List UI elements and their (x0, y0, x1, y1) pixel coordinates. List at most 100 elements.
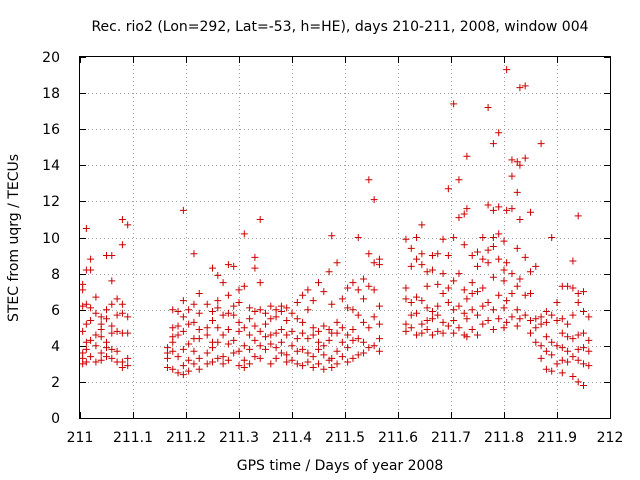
data-point (277, 326, 285, 334)
data-point (354, 286, 362, 294)
data-point (320, 351, 328, 359)
data-point (230, 302, 238, 310)
data-point (418, 221, 426, 229)
data-point (179, 345, 187, 353)
x-tick-labels: 211 211.1 211.2 211.3 211.4 211.5 211.6 211.7 21… (67, 430, 624, 446)
data-point (338, 295, 346, 303)
data-point (450, 306, 458, 314)
data-point (190, 360, 198, 368)
data-point (360, 275, 368, 283)
data-point (79, 302, 87, 310)
data-point (402, 327, 410, 335)
data-point (375, 335, 383, 343)
data-point (402, 320, 410, 328)
data-point (92, 293, 100, 301)
grid (80, 57, 610, 418)
data-point (423, 304, 431, 312)
data-point (235, 347, 243, 355)
data-point (272, 306, 280, 314)
data-point (256, 342, 264, 350)
data-point (179, 297, 187, 305)
data-point (418, 320, 426, 328)
data-point (97, 356, 105, 364)
data-point (580, 288, 587, 296)
data-point (479, 320, 487, 328)
data-point (460, 241, 468, 249)
data-point (516, 84, 524, 92)
data-point (585, 336, 593, 344)
data-point (365, 324, 373, 332)
data-point (537, 342, 545, 350)
data-point (108, 329, 116, 337)
data-point (214, 304, 222, 312)
data-point (564, 347, 572, 355)
data-point (354, 335, 362, 343)
data-point (508, 205, 516, 213)
data-point (508, 156, 516, 164)
data-point (474, 311, 481, 319)
data-point (489, 273, 497, 281)
data-point (418, 329, 426, 337)
data-point (463, 205, 471, 213)
data-point (267, 360, 275, 368)
data-point (370, 286, 378, 294)
data-point (230, 336, 238, 344)
data-point (484, 259, 492, 267)
data-point (304, 306, 312, 314)
data-point (246, 315, 254, 323)
data-point (370, 342, 378, 350)
data-point (444, 284, 452, 292)
data-point (428, 266, 436, 274)
data-point (434, 280, 442, 288)
data-point (283, 317, 291, 325)
data-point (185, 306, 193, 314)
data-point (455, 214, 463, 222)
data-point (169, 347, 177, 355)
data-point (489, 206, 497, 214)
data-point (328, 300, 336, 308)
data-point (179, 327, 187, 335)
data-point (190, 318, 198, 326)
data-point (444, 185, 452, 193)
data-point (489, 326, 497, 334)
data-point (360, 295, 368, 303)
data-point (532, 262, 540, 270)
data-point (179, 371, 187, 379)
data-point (521, 154, 529, 162)
data-point (463, 333, 471, 341)
data-point (262, 333, 269, 341)
data-point (413, 255, 421, 263)
data-point (489, 140, 497, 148)
data-point (185, 320, 193, 328)
data-point (516, 315, 524, 323)
data-point (299, 345, 307, 353)
data-point (423, 268, 431, 276)
data-point (304, 349, 312, 357)
data-point (513, 306, 521, 314)
data-point (542, 365, 550, 373)
data-point (455, 176, 463, 184)
data-point (489, 243, 497, 251)
data-point (439, 329, 447, 337)
data-point (108, 300, 116, 308)
data-point (256, 215, 264, 223)
data-point (360, 349, 368, 357)
data-point (365, 344, 373, 352)
data-point (479, 234, 487, 241)
data-point (185, 356, 193, 364)
data-point (527, 208, 534, 216)
data-point (97, 333, 105, 341)
data-point (320, 342, 328, 350)
data-point (240, 282, 248, 290)
data-point (190, 300, 198, 308)
data-point (235, 298, 243, 306)
data-point (500, 237, 508, 245)
data-point (508, 172, 516, 180)
data-point (108, 252, 116, 260)
data-point (503, 318, 511, 326)
data-point (444, 322, 452, 330)
data-point (418, 261, 426, 269)
axis-ticks (80, 57, 611, 419)
data-point (444, 252, 452, 260)
x-tick-label: 211.5 (325, 430, 365, 446)
